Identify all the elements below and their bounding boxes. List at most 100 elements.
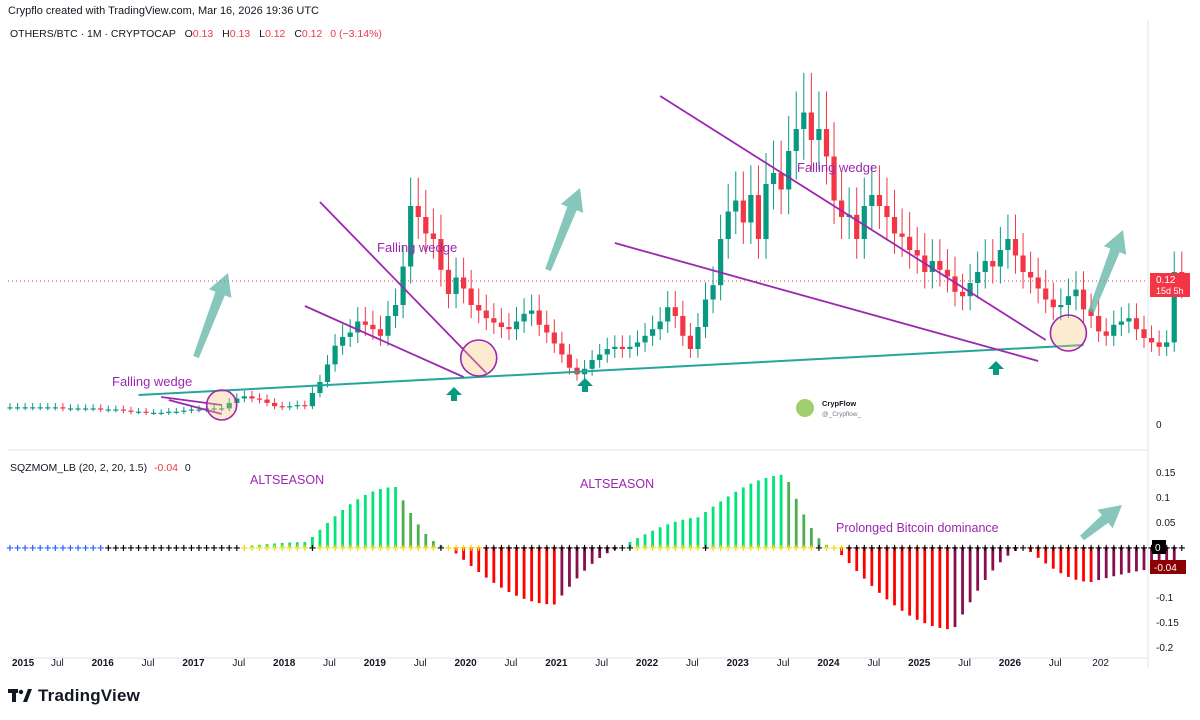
candle-body [461,277,467,289]
candle-body [665,307,671,322]
momentum-bar [1074,547,1078,580]
breakout-highlight-circle [205,389,238,421]
momentum-bar [326,522,329,547]
candle-body [362,321,368,325]
momentum-bar [522,547,526,599]
squeeze-dot: + [1110,543,1118,554]
momentum-bar [386,487,390,547]
squeeze-dot: + [973,543,981,554]
momentum-bar [1127,547,1131,573]
candle-body [718,239,724,286]
candle-body [438,239,444,270]
momentum-bar [492,547,496,583]
candle-body [370,324,376,330]
candle-body [755,195,762,239]
momentum-bar [590,547,594,564]
low-value: 0.12 [264,28,286,40]
support-arrow-icon [577,378,593,392]
squeeze-dot: + [293,543,301,554]
candle-body [831,156,837,201]
momentum-bar [764,477,768,547]
squeeze-dot: + [883,543,891,554]
squeeze-dot: + [354,543,362,554]
candle-body [740,200,746,223]
candle-body [982,261,988,272]
momentum-bar [953,547,957,627]
candle-body [597,354,603,360]
chart-canvas[interactable]: 2015 Jul 2016 Jul 2017 Jul 2018 Jul 2019 Jul 2020 J… [0,0,1200,680]
squeeze-dot: + [1132,543,1140,554]
squeeze-dot: + [51,543,59,554]
momentum-bar [968,547,972,603]
x-tick-label: Jul [142,658,155,669]
squeeze-dot: + [686,543,694,554]
x-tick-label: 2023 [727,658,750,669]
candle-body [1043,288,1049,300]
squeeze-dot: + [482,543,490,554]
momentum-bar [379,489,382,547]
candle-body [1028,272,1034,278]
symbol-label[interactable]: OTHERS/BTC · 1M · CRYPTOCAP [10,28,176,40]
zero-value-label: 0 [1155,543,1161,554]
momentum-bar [772,476,775,547]
candle-body [67,408,74,410]
squeeze-dot: + [1034,543,1042,554]
candle-body [1065,296,1071,305]
momentum-bar [280,542,284,547]
candle-body [604,349,610,355]
candle-body [392,305,399,316]
candle-body [37,407,43,409]
momentum-bar [711,506,715,547]
candle-body [1005,239,1011,250]
momentum-bar [371,491,375,547]
momentum-bar [983,547,987,580]
candle-body [181,410,187,412]
candle-body [861,206,867,239]
squeeze-dot: + [180,543,188,554]
up-arrow-icon [1080,505,1122,541]
candle-body [75,408,81,410]
momentum-bar [424,533,428,547]
candle-body [907,236,913,250]
momentum-bar [1119,547,1123,575]
indicator-axis-tick: 0.05 [1156,518,1176,529]
tradingview-logo-icon [8,689,32,702]
squeeze-dot: + [255,543,263,554]
squeeze-dot: + [928,543,936,554]
squeeze-dot: + [943,543,951,554]
candle-body [332,345,338,365]
squeeze-dot: + [240,543,248,554]
candle-body [188,409,195,411]
squeeze-dot: + [1117,543,1125,554]
candle-body [566,354,573,368]
momentum-bar [484,547,488,578]
candle-body [14,407,21,409]
momentum-bar [681,519,685,547]
candle-body [884,206,890,217]
squeeze-dot: + [558,543,566,554]
squeeze-dot: + [611,543,619,554]
candle-body [899,233,905,237]
momentum-bar [915,547,919,620]
squeeze-dot: + [1057,543,1065,554]
squeeze-dot: + [112,543,120,554]
candle-body [302,405,308,407]
squeeze-dot: + [633,543,641,554]
squeeze-dot: + [890,543,898,554]
squeeze-dot: + [1079,543,1087,554]
squeeze-dot: + [497,543,505,554]
squeeze-dot: + [444,543,452,554]
candle-body [256,398,263,400]
indicator-name[interactable]: SQZMOM_LB (20, 2, 20, 1.5) [10,462,148,474]
squeeze-dot: + [104,543,112,554]
squeeze-dot: + [716,543,724,554]
squeeze-dot: + [157,543,165,554]
countdown-label: 15d 5h [1156,286,1184,296]
candle-body [105,409,111,411]
breakout-highlight-circle [459,339,498,377]
annotation-falling-wedge: Falling wedge [112,374,192,389]
squeeze-dot: + [1087,543,1095,554]
momentum-bar [862,547,866,579]
candle-body [1103,331,1109,336]
squeeze-dot: + [800,543,808,554]
